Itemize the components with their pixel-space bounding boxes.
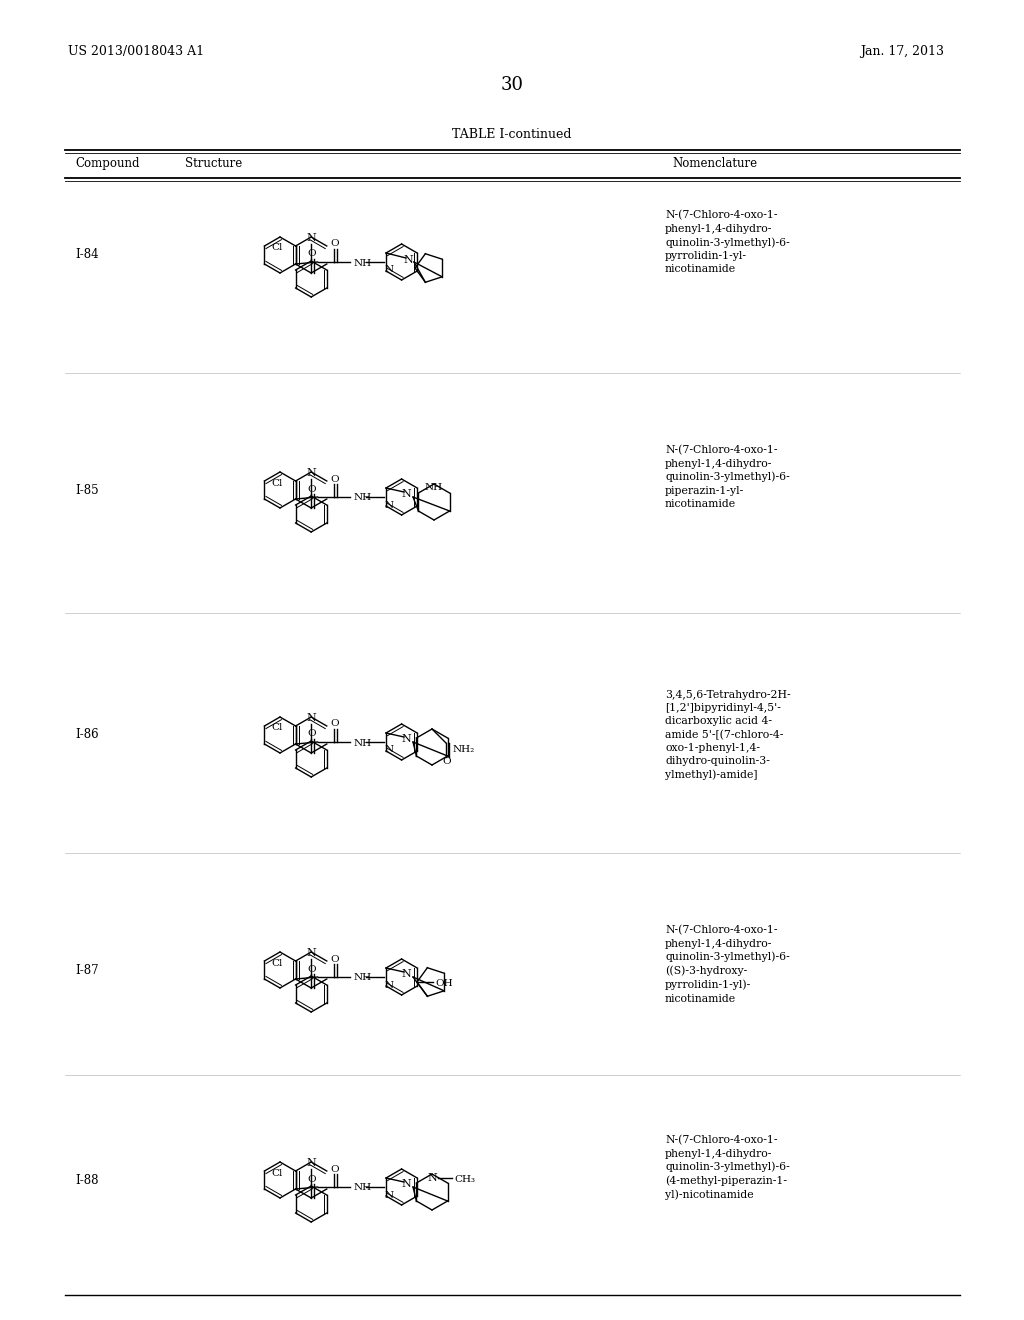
Text: Jan. 17, 2013: Jan. 17, 2013 (860, 45, 944, 58)
Text: Cl: Cl (271, 479, 283, 487)
Text: 3,4,5,6-Tetrahydro-2H-
[1,2']bipyridinyl-4,5'-
dicarboxylic acid 4-
amide 5'-[(7: 3,4,5,6-Tetrahydro-2H- [1,2']bipyridinyl… (665, 690, 791, 780)
Text: N: N (384, 746, 393, 755)
Text: NH: NH (353, 1184, 372, 1192)
Text: N: N (306, 469, 316, 478)
Text: O: O (331, 719, 339, 729)
Text: I-85: I-85 (75, 483, 98, 496)
Text: Cl: Cl (271, 243, 283, 252)
Text: Structure: Structure (185, 157, 243, 170)
Text: N: N (427, 1173, 437, 1183)
Text: N: N (384, 500, 393, 510)
Text: O: O (308, 484, 316, 494)
Text: NH: NH (425, 483, 443, 492)
Text: N: N (401, 734, 411, 744)
Text: N: N (401, 1179, 411, 1189)
Text: Nomenclature: Nomenclature (672, 157, 757, 170)
Text: N: N (306, 1158, 316, 1168)
Text: N-(7-Chloro-4-oxo-1-
phenyl-1,4-dihydro-
quinolin-3-ylmethyl)-6-
piperazin-1-yl-: N-(7-Chloro-4-oxo-1- phenyl-1,4-dihydro-… (665, 445, 790, 510)
Text: Cl: Cl (271, 723, 283, 733)
Text: NH: NH (353, 738, 372, 747)
Text: NH: NH (353, 259, 372, 268)
Text: O: O (308, 730, 316, 738)
Text: TABLE I-continued: TABLE I-continued (453, 128, 571, 141)
Text: O: O (331, 954, 339, 964)
Text: NH: NH (353, 974, 372, 982)
Text: US 2013/0018043 A1: US 2013/0018043 A1 (68, 45, 204, 58)
Text: I-86: I-86 (75, 729, 98, 742)
Text: Cl: Cl (271, 1168, 283, 1177)
Text: N: N (384, 981, 393, 990)
Text: N: N (306, 948, 316, 958)
Text: N: N (403, 255, 413, 265)
Text: N: N (306, 713, 316, 723)
Text: I-87: I-87 (75, 964, 98, 977)
Text: I-84: I-84 (75, 248, 98, 261)
Text: I-88: I-88 (75, 1173, 98, 1187)
Text: Compound: Compound (75, 157, 139, 170)
Text: O: O (331, 474, 339, 483)
Text: O: O (331, 239, 339, 248)
Text: O: O (308, 1175, 316, 1184)
Text: CH₃: CH₃ (454, 1175, 475, 1184)
Text: N-(7-Chloro-4-oxo-1-
phenyl-1,4-dihydro-
quinolin-3-ylmethyl)-6-
(4-methyl-piper: N-(7-Chloro-4-oxo-1- phenyl-1,4-dihydro-… (665, 1135, 790, 1200)
Text: O: O (308, 249, 316, 259)
Text: OH: OH (435, 978, 453, 987)
Text: N-(7-Chloro-4-oxo-1-
phenyl-1,4-dihydro-
quinolin-3-ylmethyl)-6-
((S)-3-hydroxy-: N-(7-Chloro-4-oxo-1- phenyl-1,4-dihydro-… (665, 925, 790, 1003)
Text: NH₂: NH₂ (453, 744, 475, 754)
Text: O: O (442, 758, 452, 767)
Text: NH: NH (353, 494, 372, 503)
Text: 30: 30 (501, 77, 523, 94)
Text: O: O (308, 965, 316, 974)
Text: N: N (401, 488, 411, 499)
Text: N-(7-Chloro-4-oxo-1-
phenyl-1,4-dihydro-
quinolin-3-ylmethyl)-6-
pyrrolidin-1-yl: N-(7-Chloro-4-oxo-1- phenyl-1,4-dihydro-… (665, 210, 790, 275)
Text: N: N (384, 1191, 393, 1200)
Text: N: N (384, 265, 393, 275)
Text: O: O (331, 1164, 339, 1173)
Text: N: N (401, 969, 411, 979)
Text: N: N (306, 234, 316, 243)
Text: Cl: Cl (271, 958, 283, 968)
